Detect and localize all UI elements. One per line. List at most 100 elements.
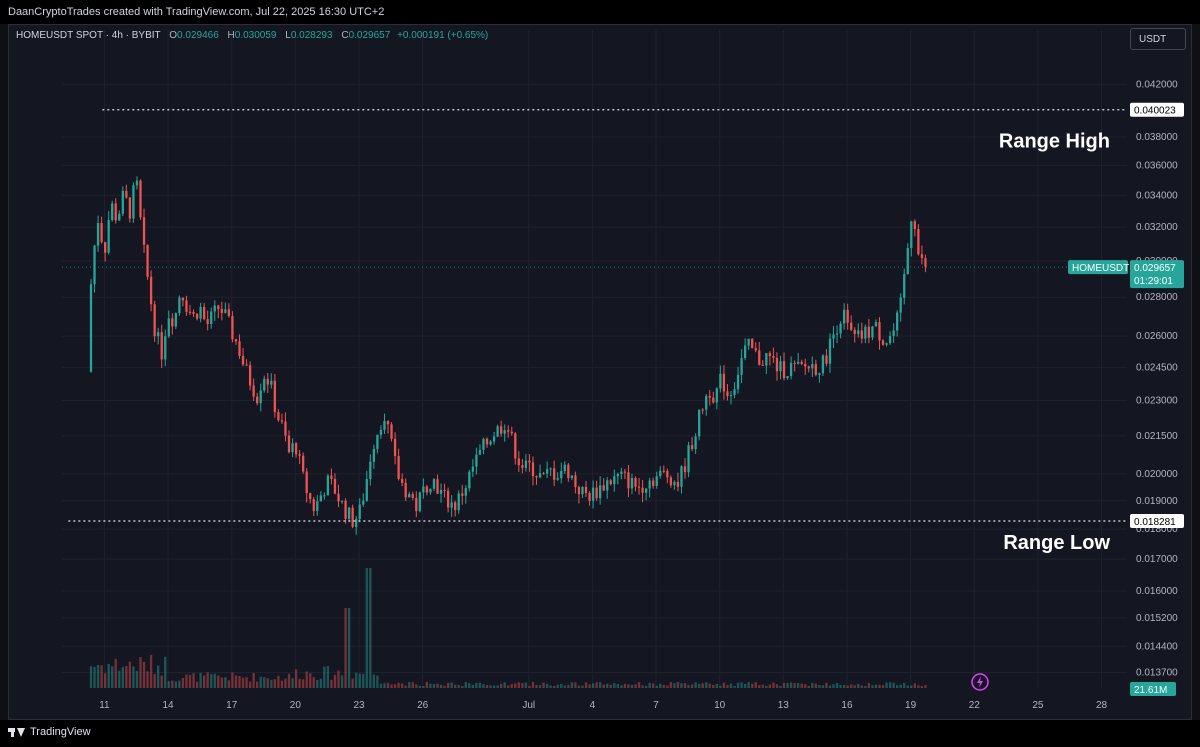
volume-bar [797,683,800,688]
volume-bar [404,685,407,688]
volume-bar [422,685,425,688]
price-tick-label: 0.026000 [1136,331,1178,342]
candle-body [188,311,192,313]
candle-body [298,454,301,456]
volume-bar [896,685,899,688]
volume-tag [1130,682,1176,696]
volume-bar [726,685,729,688]
volume-bar [761,684,764,688]
candle-body [372,448,376,462]
symbol-tag-label: HOMEUSDT [1072,263,1129,274]
candle-body [538,473,542,478]
candle-body [457,493,460,511]
volume-bar [553,685,556,688]
volume-bar [461,685,464,688]
candle-body [355,518,358,528]
candle-body [100,222,103,243]
volume-bar [676,682,680,688]
range-price-tag [1130,514,1184,529]
volume-bar [100,665,103,688]
candle-body [743,345,747,358]
volume-bar [839,684,842,688]
candle-body [595,487,598,499]
volume-bar [500,683,503,688]
volume-bar [503,682,506,688]
volume-bar [507,685,510,688]
volume-bar [818,685,821,688]
volume-bar [323,666,326,688]
volume-bar [259,676,262,688]
volume-bar [475,683,478,688]
candle-body [238,341,241,356]
price-tick-label: 0.016000 [1136,586,1178,597]
change-value: +0.000191 (+0.65%) [397,30,489,41]
candle-body [383,420,386,430]
volume-bar [811,682,814,688]
candle-body [786,376,789,379]
volume-bar [340,675,344,688]
candle-body [415,497,418,512]
candle-body [160,332,163,360]
range-annotation: Range High [999,131,1110,153]
volume-bar [450,682,453,688]
candle-body [397,456,400,479]
symbol-title: HOMEUSDT SPOT · 4h · BYBIT [16,30,161,41]
volume-bar [234,675,238,688]
candle-body [680,466,683,487]
candle-body [648,480,651,489]
candle-body [553,468,556,480]
candle-body [171,318,174,327]
volume-bar [142,661,146,688]
volume-bar [850,684,853,688]
candle-body [401,478,404,483]
volume-bar [864,685,867,688]
volume-bar [910,685,913,688]
volume-bar [772,682,775,688]
candle-body [390,424,393,439]
candle-body [489,441,492,445]
volume-bar [241,677,245,688]
volume-bar [432,684,436,688]
price-tick-label: 0.024500 [1136,362,1178,373]
volume-bar [538,685,542,688]
candle-body [185,300,188,312]
volume-bar [832,684,835,688]
candle-body [118,213,121,221]
candle-body [517,458,520,466]
currency-selector[interactable]: USDT [1130,28,1186,50]
price-tick-label: 0.014400 [1136,641,1178,652]
candle-body [807,366,810,369]
price-tick-label: 0.042000 [1136,79,1178,90]
close-label: C [341,30,349,41]
volume-bar [217,675,220,688]
volume-bar [652,683,655,688]
candle-body [132,185,135,219]
candle-body [266,378,269,385]
volume-bar [733,685,736,688]
candle-body [676,481,680,487]
volume-bar [111,666,114,688]
candle-body [850,322,853,330]
candle-body [153,304,156,337]
volume-bar [722,682,726,688]
candle-body [563,464,566,472]
candle-body [224,309,227,313]
symbol-legend: HOMEUSDT SPOT · 4h · BYBIT O0.029466 H0.… [16,30,488,41]
candle-body [284,421,287,436]
candle-body [443,490,446,492]
volume-bar [316,679,319,688]
price-tick-label: 0.038000 [1136,132,1178,143]
time-tick-label: 13 [778,700,790,711]
volume-bar [393,684,397,688]
volume-bar [634,684,637,688]
tradingview-logo[interactable]: TradingView [8,726,91,738]
range-levels: Range High Range Low [62,109,1127,554]
volume-bar [401,683,404,688]
candle-body [726,391,729,397]
candle-body [531,462,535,477]
candle-body [178,297,181,313]
chart-frame[interactable] [8,24,1192,720]
volume-bar [514,683,517,688]
volume-bar [347,608,351,688]
